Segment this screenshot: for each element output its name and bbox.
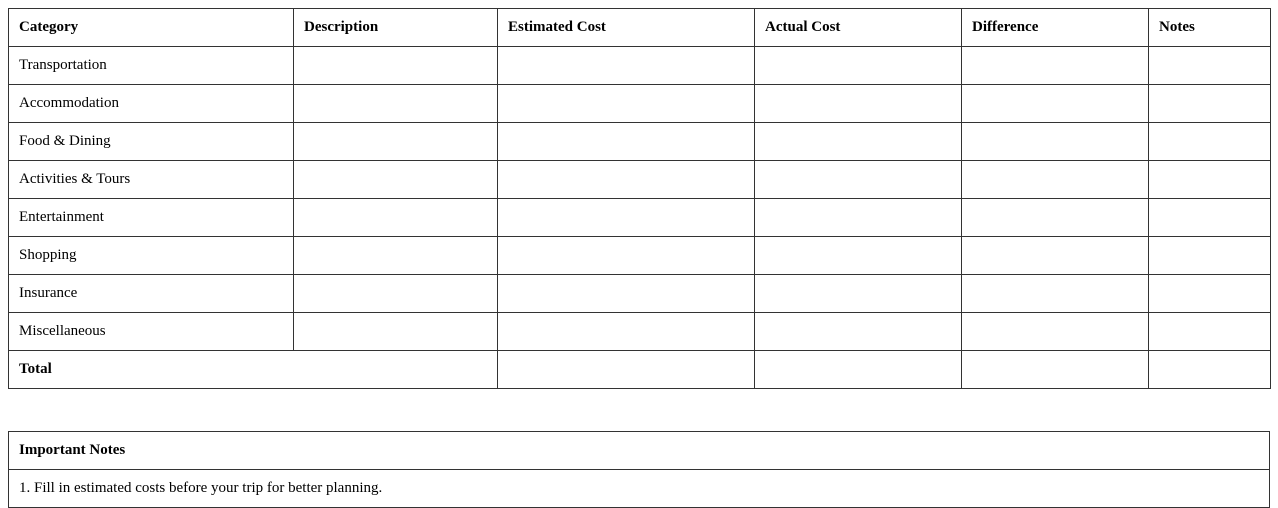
description-cell[interactable] bbox=[293, 198, 498, 237]
header-description: Description bbox=[293, 8, 498, 47]
notes-cell[interactable] bbox=[1148, 274, 1271, 313]
table-row: Transportation bbox=[8, 46, 1271, 85]
category-cell: Shopping bbox=[8, 236, 294, 275]
notes-cell[interactable] bbox=[1148, 198, 1271, 237]
estimated-cost-cell[interactable] bbox=[497, 122, 755, 161]
table-row: Insurance bbox=[8, 274, 1271, 313]
table-row: Entertainment bbox=[8, 198, 1271, 237]
total-difference-cell[interactable] bbox=[961, 350, 1149, 389]
actual-cost-cell[interactable] bbox=[754, 122, 962, 161]
budget-table: Category Description Estimated Cost Actu… bbox=[8, 8, 1271, 389]
header-row: Category Description Estimated Cost Actu… bbox=[8, 8, 1271, 47]
category-cell: Transportation bbox=[8, 46, 294, 85]
actual-cost-cell[interactable] bbox=[754, 46, 962, 85]
table-row: Accommodation bbox=[8, 84, 1271, 123]
actual-cost-cell[interactable] bbox=[754, 312, 962, 351]
actual-cost-cell[interactable] bbox=[754, 198, 962, 237]
header-estimated-cost: Estimated Cost bbox=[497, 8, 755, 47]
category-cell: Miscellaneous bbox=[8, 312, 294, 351]
notes-cell[interactable] bbox=[1148, 236, 1271, 275]
difference-cell[interactable] bbox=[961, 46, 1149, 85]
category-cell: Food & Dining bbox=[8, 122, 294, 161]
header-actual-cost: Actual Cost bbox=[754, 8, 962, 47]
total-row: Total bbox=[8, 350, 1271, 389]
category-cell: Accommodation bbox=[8, 84, 294, 123]
table-row: Miscellaneous bbox=[8, 312, 1271, 351]
difference-cell[interactable] bbox=[961, 274, 1149, 313]
table-row: Food & Dining bbox=[8, 122, 1271, 161]
estimated-cost-cell[interactable] bbox=[497, 312, 755, 351]
header-notes: Notes bbox=[1148, 8, 1271, 47]
table-row: Activities & Tours bbox=[8, 160, 1271, 199]
header-difference: Difference bbox=[961, 8, 1149, 47]
description-cell[interactable] bbox=[293, 46, 498, 85]
note-item: 1. Fill in estimated costs before your t… bbox=[8, 469, 1270, 508]
notes-title: Important Notes bbox=[8, 431, 1270, 470]
estimated-cost-cell[interactable] bbox=[497, 46, 755, 85]
estimated-cost-cell[interactable] bbox=[497, 274, 755, 313]
difference-cell[interactable] bbox=[961, 312, 1149, 351]
total-notes-cell[interactable] bbox=[1148, 350, 1271, 389]
category-cell: Entertainment bbox=[8, 198, 294, 237]
difference-cell[interactable] bbox=[961, 236, 1149, 275]
estimated-cost-cell[interactable] bbox=[497, 160, 755, 199]
actual-cost-cell[interactable] bbox=[754, 274, 962, 313]
description-cell[interactable] bbox=[293, 84, 498, 123]
difference-cell[interactable] bbox=[961, 84, 1149, 123]
header-category: Category bbox=[8, 8, 294, 47]
description-cell[interactable] bbox=[293, 160, 498, 199]
estimated-cost-cell[interactable] bbox=[497, 236, 755, 275]
notes-cell[interactable] bbox=[1148, 312, 1271, 351]
notes-cell[interactable] bbox=[1148, 84, 1271, 123]
difference-cell[interactable] bbox=[961, 198, 1149, 237]
total-label: Total bbox=[8, 350, 498, 389]
important-notes-table: Important Notes 1. Fill in estimated cos… bbox=[8, 431, 1270, 508]
table-row: Shopping bbox=[8, 236, 1271, 275]
difference-cell[interactable] bbox=[961, 122, 1149, 161]
notes-cell[interactable] bbox=[1148, 122, 1271, 161]
notes-cell[interactable] bbox=[1148, 160, 1271, 199]
description-cell[interactable] bbox=[293, 312, 498, 351]
description-cell[interactable] bbox=[293, 274, 498, 313]
category-cell: Insurance bbox=[8, 274, 294, 313]
difference-cell[interactable] bbox=[961, 160, 1149, 199]
category-cell: Activities & Tours bbox=[8, 160, 294, 199]
total-actual-cell[interactable] bbox=[754, 350, 962, 389]
notes-cell[interactable] bbox=[1148, 46, 1271, 85]
description-cell[interactable] bbox=[293, 122, 498, 161]
actual-cost-cell[interactable] bbox=[754, 236, 962, 275]
total-estimated-cell[interactable] bbox=[497, 350, 755, 389]
actual-cost-cell[interactable] bbox=[754, 84, 962, 123]
actual-cost-cell[interactable] bbox=[754, 160, 962, 199]
estimated-cost-cell[interactable] bbox=[497, 84, 755, 123]
estimated-cost-cell[interactable] bbox=[497, 198, 755, 237]
description-cell[interactable] bbox=[293, 236, 498, 275]
